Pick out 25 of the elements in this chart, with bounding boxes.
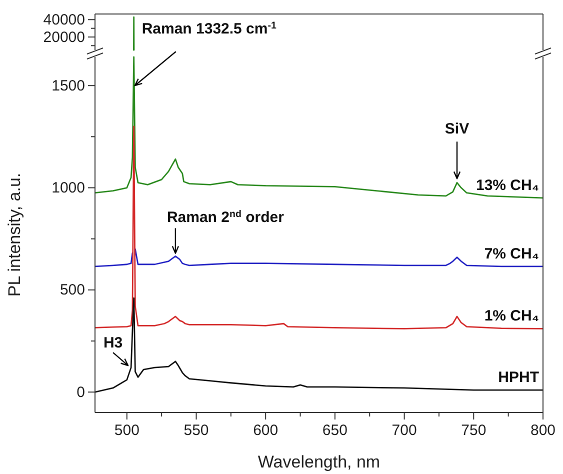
series-label: 1% CH₄	[484, 308, 539, 325]
y-tick-label: 0	[76, 384, 85, 401]
y-tick-label: 1000	[52, 180, 85, 197]
x-tick-label: 650	[322, 422, 348, 440]
x-tick-label: 800	[530, 422, 556, 440]
line-series	[95, 297, 543, 393]
x-tick-label: 700	[392, 422, 417, 440]
x-tick-label: 600	[253, 422, 278, 440]
y-tick-label: 20000	[43, 28, 85, 46]
series-label: HPHT	[498, 369, 539, 386]
x-axis-title: Wavelength, nm	[258, 452, 380, 472]
annotation: Raman 1332.5 cm$^{-1}$	[142, 20, 278, 38]
line-series	[95, 56, 543, 199]
y-tick-label: 40000	[43, 11, 85, 28]
x-tick-label: 550	[184, 422, 209, 440]
x-tick-label: 500	[114, 422, 140, 440]
annotation: Raman 2$^{nd}$ order	[166, 208, 284, 226]
annotation: SiV	[444, 120, 470, 138]
x-tick-label: 750	[461, 422, 486, 440]
series-label: 7% CH₄	[484, 245, 539, 262]
y-tick-label: 500	[60, 282, 85, 299]
series-label: 13% CH₄	[476, 176, 539, 194]
y-tick-label: 1500	[52, 77, 85, 94]
annotation: H3	[103, 334, 123, 352]
y-axis-title: PL intensity, a.u.	[5, 172, 24, 297]
